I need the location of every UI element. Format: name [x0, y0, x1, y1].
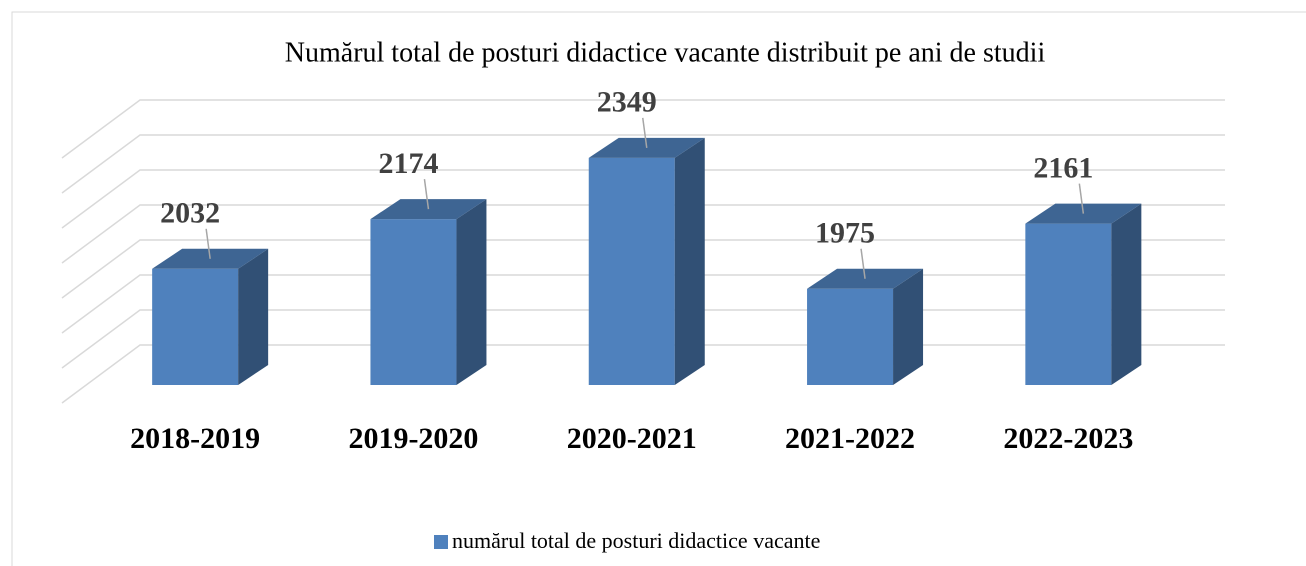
grid-line [61, 99, 1225, 159]
grid-line [61, 204, 1225, 264]
data-label: 2032 [160, 197, 220, 230]
x-tick-label: 2019-2020 [348, 422, 478, 455]
x-tick-label: 2020-2021 [567, 422, 697, 455]
grid-line [61, 239, 1225, 299]
bar-face [152, 268, 239, 385]
bar-face [1111, 203, 1142, 385]
bar-face [1025, 223, 1112, 385]
leader-line [642, 117, 648, 148]
bar [152, 248, 269, 385]
bar-face [588, 157, 675, 385]
legend: numărul total de posturi didactice vacan… [434, 528, 820, 553]
leader-line [1078, 183, 1085, 214]
bar-face [807, 288, 894, 385]
data-label: 2161 [1033, 152, 1093, 185]
x-tick-label: 2022-2023 [1003, 422, 1133, 455]
grid-line [61, 134, 1225, 194]
legend-label: numărul total de posturi didactice vacan… [452, 528, 820, 553]
bar-face [370, 219, 457, 385]
chart-title: Numărul total de posturi didactice vacan… [285, 37, 1046, 68]
data-label: 2174 [378, 147, 438, 180]
data-label: 2349 [597, 86, 657, 119]
bar [588, 137, 705, 385]
x-tick-label: 2021-2022 [785, 422, 915, 455]
legend-swatch [434, 535, 448, 549]
bar-face [238, 248, 269, 385]
bar [370, 199, 487, 385]
bar [807, 268, 924, 385]
x-tick-label: 2018-2019 [130, 422, 260, 455]
leader-line [205, 228, 211, 259]
bar-face [456, 199, 487, 385]
bar [1025, 203, 1142, 385]
bar-face [674, 137, 705, 385]
data-label: 1975 [815, 217, 875, 250]
leader-line [423, 179, 430, 210]
leader-line [860, 248, 866, 279]
bar-face [893, 268, 924, 385]
grid-line [61, 169, 1225, 229]
chart-border [11, 11, 1306, 566]
